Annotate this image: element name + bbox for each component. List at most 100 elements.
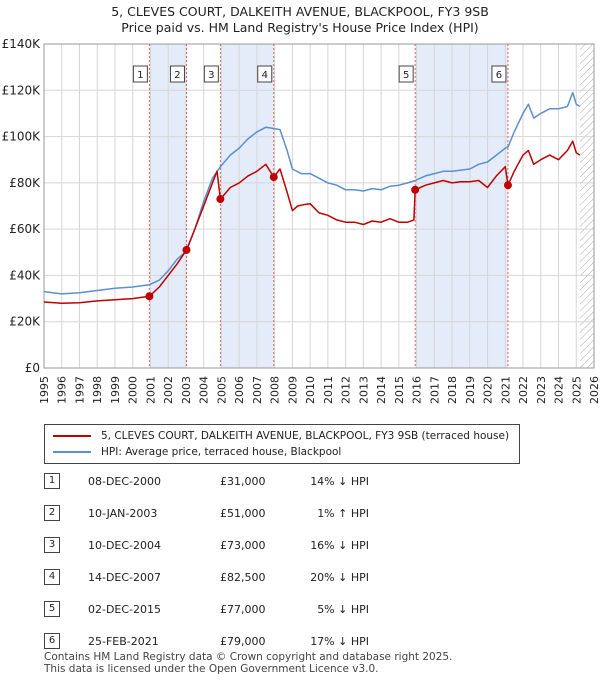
y-tick-label: £60K (9, 222, 41, 236)
x-tick-label: 2015 (393, 376, 406, 404)
x-tick-label: 2021 (499, 376, 512, 404)
row-number-badge: 4 (44, 569, 60, 585)
legend-line-hpi (53, 451, 91, 453)
sale-label-text: 5 (403, 70, 409, 81)
table-row: 4 14-DEC-2007 £82,500 20% ↓ HPI (44, 567, 584, 587)
row-date: 02-DEC-2015 (88, 603, 162, 616)
table-row: 6 25-FEB-2021 £79,000 17% ↓ HPI (44, 631, 584, 651)
y-tick-label: £80K (9, 176, 41, 190)
row-date: 10-JAN-2003 (88, 507, 158, 520)
footer-attribution: Contains HM Land Registry data © Crown c… (44, 651, 452, 675)
price-chart: £0 £20K £40K £60K £80K £100K £120K £140K 1995 199… (2, 37, 600, 404)
x-tick-label: 1996 (56, 376, 69, 404)
row-number-badge: 3 (44, 537, 60, 553)
row-number-badge: 2 (44, 505, 60, 521)
sale-label-text: 4 (262, 70, 268, 81)
sale-label-text: 3 (208, 70, 214, 81)
x-tick-label: 2019 (464, 376, 477, 404)
x-tick-label: 1999 (109, 376, 122, 404)
x-tick-label: 2008 (269, 376, 282, 404)
forecast-hatch (579, 44, 594, 368)
sale-period-band (415, 44, 508, 368)
x-tick-label: 2007 (251, 376, 264, 404)
x-tick-label: 2006 (233, 376, 246, 404)
y-tick-label: £140K (2, 37, 42, 51)
x-tick-label: 2023 (535, 376, 548, 404)
table-row: 3 10-DEC-2004 £73,000 16% ↓ HPI (44, 535, 584, 555)
row-number-badge: 5 (44, 601, 60, 617)
row-price: £77,000 (220, 603, 266, 616)
sale-point (145, 292, 154, 301)
x-tick-label: 2018 (446, 376, 459, 404)
legend-label-hpi: HPI: Average price, terraced house, Blac… (101, 446, 342, 458)
x-tick-label: 2017 (428, 376, 441, 404)
x-tick-label: 2010 (304, 376, 317, 404)
x-tick-label: 2002 (162, 376, 175, 404)
x-tick-label: 2011 (322, 376, 335, 404)
sale-point (411, 185, 420, 194)
row-price: £73,000 (220, 539, 266, 552)
x-tick-label: 2001 (144, 376, 157, 404)
sale-label-box (491, 65, 507, 83)
row-hpi: 20% ↓ HPI (310, 571, 369, 584)
legend-label-property: 5, CLEVES COURT, DALKEITH AVENUE, BLACKP… (101, 430, 510, 442)
x-tick-label: 2012 (340, 376, 353, 404)
footer-line-2: This data is licensed under the Open Gov… (44, 663, 379, 675)
row-number-badge: 1 (44, 473, 60, 489)
chart-legend: 5, CLEVES COURT, DALKEITH AVENUE, BLACKP… (44, 424, 520, 464)
row-price: £82,500 (220, 571, 266, 584)
table-row: 5 02-DEC-2015 £77,000 5% ↓ HPI (44, 599, 584, 619)
x-tick-label: 1995 (38, 376, 51, 404)
sale-label-text: 6 (496, 70, 502, 81)
table-row: 2 10-JAN-2003 £51,000 1% ↑ HPI (44, 503, 584, 523)
x-tick-label: 2016 (411, 376, 424, 404)
row-hpi: 17% ↓ HPI (310, 635, 369, 648)
y-tick-label: £0 (25, 361, 40, 375)
row-date: 25-FEB-2021 (88, 635, 159, 648)
x-tick-label: 1997 (73, 376, 86, 404)
x-tick-label: 2025 (570, 376, 583, 404)
x-tick-label: 2009 (286, 376, 299, 404)
x-tick-label: 2020 (482, 376, 495, 404)
chart-subtitle: Price paid vs. HM Land Registry's House … (121, 20, 479, 35)
table-row: 1 08-DEC-2000 £31,000 14% ↓ HPI (44, 471, 584, 491)
legend-line-property (53, 435, 91, 437)
row-price: £51,000 (220, 507, 266, 520)
sale-label-text: 2 (174, 70, 180, 81)
x-tick-label: 2022 (517, 376, 530, 404)
sale-point (182, 245, 191, 254)
series-line-property (43, 140, 581, 304)
sale-label-box (257, 65, 273, 83)
x-tick-label: 2024 (553, 376, 566, 404)
x-tick-label: 2004 (198, 376, 211, 404)
chart-title: 5, CLEVES COURT, DALKEITH AVENUE, BLACKP… (111, 4, 489, 19)
x-tick-label: 1998 (91, 376, 104, 404)
row-date: 08-DEC-2000 (88, 475, 162, 488)
row-price: £31,000 (220, 475, 266, 488)
y-tick-label: £100K (2, 130, 42, 144)
y-tick-label: £120K (2, 83, 42, 97)
sale-point (269, 173, 278, 182)
sale-label-box (203, 65, 219, 83)
row-hpi: 5% ↓ HPI (317, 603, 369, 616)
row-number-badge: 6 (44, 633, 60, 649)
x-tick-label: 2026 (588, 376, 600, 404)
sale-label-text: 1 (137, 70, 143, 81)
x-tick-label: 2014 (375, 376, 388, 404)
row-price: £79,000 (220, 635, 266, 648)
x-tick-label: 2003 (180, 376, 193, 404)
footer-line-1: Contains HM Land Registry data © Crown c… (44, 651, 453, 663)
row-hpi: 1% ↑ HPI (317, 507, 369, 520)
sale-label-box (169, 65, 185, 83)
plot-area (44, 44, 594, 368)
y-tick-label: £20K (9, 315, 41, 329)
sale-label-box (398, 65, 414, 83)
sale-label-box (132, 65, 148, 83)
sale-point (503, 181, 512, 190)
row-date: 10-DEC-2004 (88, 539, 162, 552)
legend-item-property: 5, CLEVES COURT, DALKEITH AVENUE, BLACKP… (53, 428, 509, 444)
sale-point (216, 195, 225, 204)
sale-period-band (220, 44, 274, 368)
x-tick-label: 2005 (215, 376, 228, 404)
legend-item-hpi: HPI: Average price, terraced house, Blac… (53, 444, 341, 460)
